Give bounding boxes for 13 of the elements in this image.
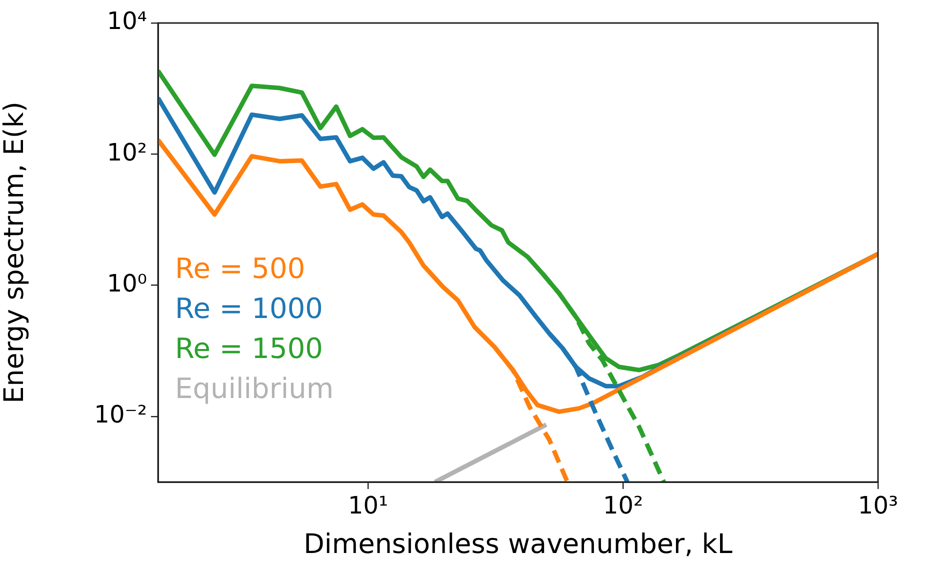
series-label: Re = 500 <box>175 252 306 286</box>
y-tick-label: 10⁴ <box>106 7 147 36</box>
y-tick-label: 10⁰ <box>106 270 147 298</box>
text: Re = 1000 <box>175 292 323 326</box>
text: Equilibrium <box>175 372 334 406</box>
y-tick-label: 10⁻² <box>94 400 147 429</box>
text: Re = 1500 <box>175 332 323 366</box>
x-axis-title: Dimensionless wavenumber, kL <box>304 528 732 560</box>
y-tick-label: 10² <box>106 138 147 166</box>
y-axis-title: Energy spectrum, E(k) <box>0 102 30 404</box>
x-tick-label: 10² <box>602 492 644 520</box>
x-tick-label: 10³ <box>858 492 898 520</box>
x-tick-label: 10¹ <box>348 492 388 520</box>
